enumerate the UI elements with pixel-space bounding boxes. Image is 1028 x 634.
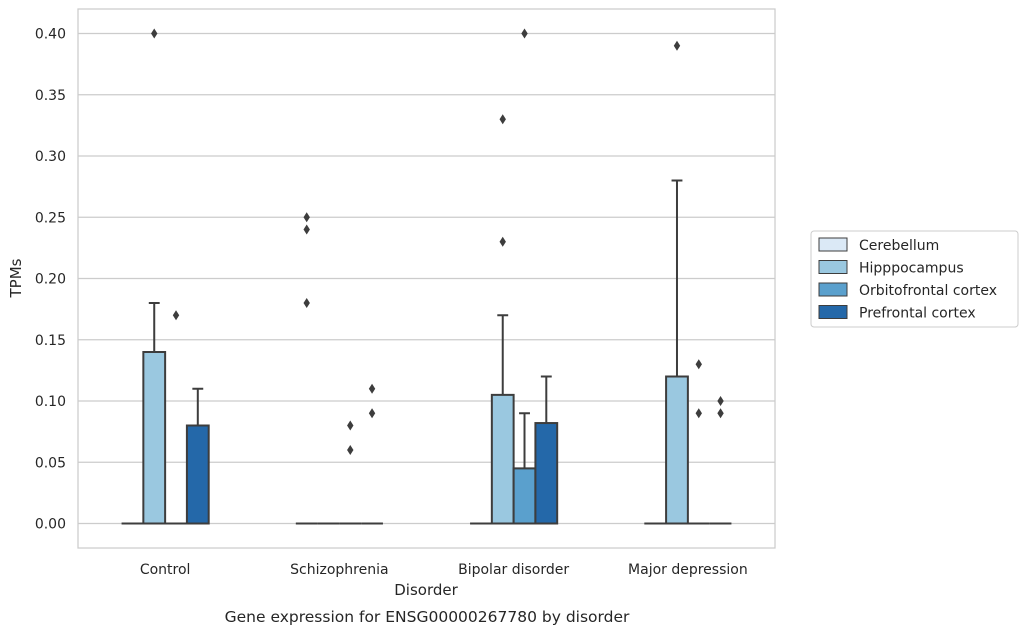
x-axis-label: Disorder xyxy=(394,581,458,599)
plot-frame xyxy=(77,8,776,549)
legend-label: Orbitofrontal cortex xyxy=(859,283,997,299)
legend-swatch xyxy=(818,282,848,297)
outlier-point xyxy=(151,28,158,39)
legend-frame xyxy=(810,230,1019,328)
y-tick-label: 0.00 xyxy=(35,517,66,533)
box-2-2 xyxy=(512,28,537,525)
outlier-point xyxy=(303,298,310,308)
outlier-point xyxy=(717,396,724,406)
y-tick-label: 0.35 xyxy=(35,88,66,104)
box-body xyxy=(665,375,689,525)
box-body xyxy=(512,467,537,525)
x-tick-labels: Control Schizophrenia Bipolar disorder Majo… xyxy=(140,562,748,578)
y-tick-label: 0.30 xyxy=(35,149,66,165)
legend-swatch xyxy=(818,260,848,274)
y-tick-label: 0.05 xyxy=(35,455,66,471)
box-body xyxy=(142,351,167,525)
box-2-3 xyxy=(687,359,710,525)
box-3-3 xyxy=(709,396,732,525)
outlier-point xyxy=(695,408,702,419)
outlier-point xyxy=(717,408,724,419)
legend-label: Hipppocampus xyxy=(859,261,964,277)
outlier-point xyxy=(172,310,180,321)
x-tick-label: Bipolar disorder xyxy=(458,562,569,578)
box-0-1 xyxy=(295,212,318,525)
outlier-point xyxy=(303,212,310,223)
y-axis-label: TPMs xyxy=(7,258,25,298)
box-1-2 xyxy=(490,114,515,525)
box-body xyxy=(185,424,210,525)
outlier-point xyxy=(368,383,376,394)
box-body xyxy=(534,422,559,525)
x-tick-label: Control xyxy=(140,562,191,578)
y-tick-label: 0.25 xyxy=(35,210,66,226)
outlier-point xyxy=(521,28,528,39)
legend: Cerebellum Hipppocampus Orbitofrontal cort… xyxy=(810,230,1019,328)
x-tick-label: Schizophrenia xyxy=(290,562,388,578)
outlier-point xyxy=(347,420,354,431)
boxes-layer xyxy=(121,28,732,525)
y-tick-label: 0.20 xyxy=(35,272,66,288)
box-3-0 xyxy=(185,387,210,525)
box-1-0 xyxy=(142,28,167,525)
y-tick-label: 0.40 xyxy=(35,27,66,43)
box-2-0 xyxy=(165,310,187,525)
outlier-point xyxy=(695,359,702,370)
x-tick-label: Major depression xyxy=(628,562,748,578)
outlier-point xyxy=(499,114,506,125)
outlier-point xyxy=(673,40,681,51)
legend-label: Cerebellum xyxy=(859,238,939,254)
outlier-point xyxy=(347,445,354,455)
y-tick-labels: 0.00 0.05 0.10 0.15 0.20 0.25 0.30 0.35 0.40 xyxy=(35,27,66,533)
y-tick-label: 0.10 xyxy=(35,394,66,410)
legend-swatch xyxy=(818,237,848,252)
box-3-1 xyxy=(361,383,383,525)
outlier-point xyxy=(368,408,376,419)
outlier-point xyxy=(303,224,310,235)
legend-swatch xyxy=(818,305,848,319)
box-body xyxy=(490,393,515,525)
legend-label: Prefrontal cortex xyxy=(859,306,976,322)
y-tick-label: 0.15 xyxy=(35,333,66,349)
chart-caption: Gene expression for ENSG00000267780 by d… xyxy=(225,608,630,626)
box-1-3 xyxy=(665,40,689,525)
outlier-point xyxy=(499,236,506,247)
box-2-1 xyxy=(339,420,362,525)
box-3-2 xyxy=(534,375,559,525)
